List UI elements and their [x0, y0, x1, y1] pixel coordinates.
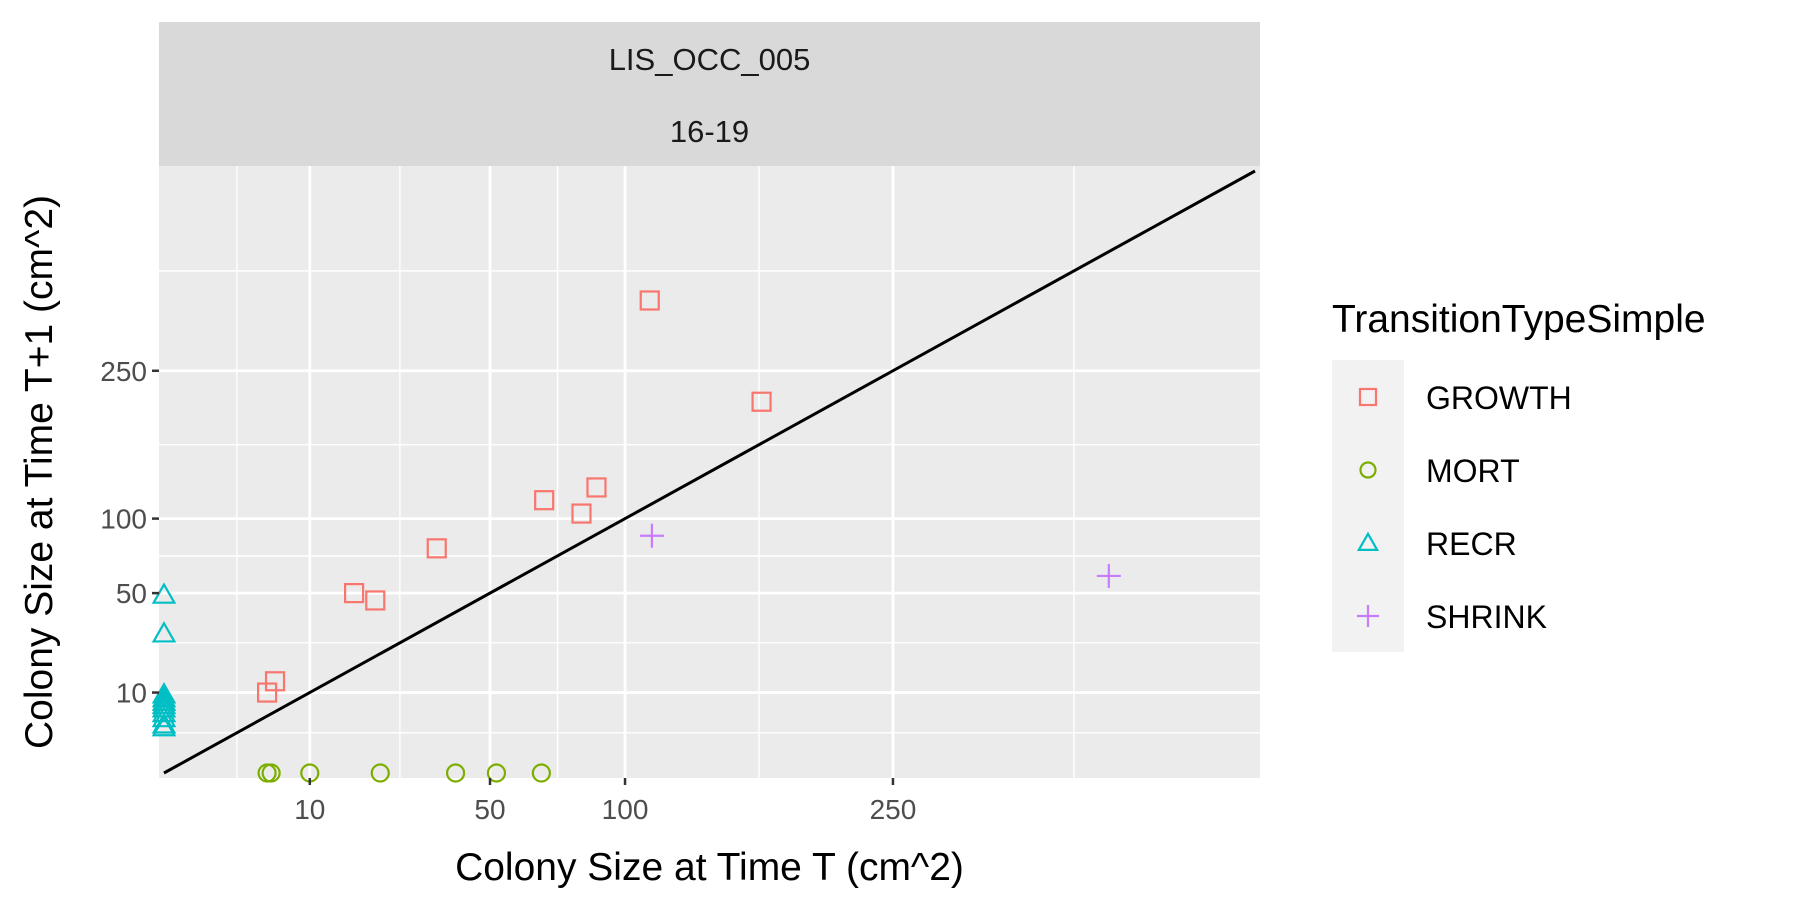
- point-recr: [151, 712, 177, 734]
- facet-label-period: 16-19: [670, 114, 749, 149]
- x-tick-label: 10: [294, 794, 325, 825]
- x-tick-label: 250: [870, 794, 917, 825]
- y-axis-title: Colony Size at Time T+1 (cm^2): [18, 195, 61, 749]
- y-tick-label: 250: [100, 356, 147, 387]
- minor-gridlines: [159, 166, 1260, 778]
- legend-label-recr: RECR: [1426, 526, 1517, 562]
- legend-label-growth: GROWTH: [1426, 380, 1572, 416]
- x-tick-label: 100: [602, 794, 649, 825]
- point-recr: [151, 700, 177, 723]
- major-gridlines: [159, 166, 1260, 778]
- legend: GROWTH MORT RECR SHRINK: [1356, 380, 1572, 635]
- point-growth: [264, 671, 286, 692]
- legend-key-background: [1332, 360, 1404, 652]
- y-tick-label: 10: [116, 678, 147, 709]
- legend-key-recr: [1356, 531, 1380, 552]
- point-growth: [534, 490, 555, 511]
- point-mort: [486, 763, 507, 783]
- point-recr: [151, 621, 177, 643]
- point-growth: [426, 538, 447, 559]
- point-growth: [343, 583, 365, 604]
- legend-label-shrink: SHRINK: [1426, 599, 1547, 635]
- legend-title: TransitionTypeSimple: [1332, 298, 1706, 341]
- point-growth: [586, 477, 607, 498]
- point-growth: [639, 290, 660, 311]
- point-shrink: [1096, 563, 1121, 588]
- legend-key-mort: [1359, 461, 1377, 479]
- y-tick-label: 100: [100, 504, 147, 535]
- y-axis: 10 50 100 250: [100, 356, 159, 709]
- point-mort: [261, 763, 281, 783]
- point-growth: [571, 503, 592, 524]
- point-mort: [531, 763, 551, 783]
- legend-key-growth: [1358, 387, 1378, 407]
- point-mort: [445, 763, 466, 783]
- point-mort: [370, 763, 390, 783]
- facet-label-site: LIS_OCC_005: [609, 42, 811, 77]
- point-growth: [751, 391, 772, 412]
- identity-reference-line: [163, 169, 1256, 775]
- y-tick-label: 50: [116, 578, 147, 609]
- x-axis-title: Colony Size at Time T (cm^2): [455, 846, 964, 889]
- x-tick-label: 50: [474, 794, 505, 825]
- facet-strip-period: [159, 94, 1260, 166]
- facet-strip-site: [159, 22, 1260, 94]
- x-axis: 10 50 100 250: [294, 778, 916, 825]
- legend-key-shrink: [1357, 605, 1379, 627]
- data-points: [151, 290, 1121, 783]
- point-growth: [365, 590, 386, 611]
- point-shrink: [639, 523, 664, 548]
- legend-label-mort: MORT: [1426, 453, 1520, 489]
- point-recr: [151, 705, 177, 728]
- point-recr: [151, 714, 177, 737]
